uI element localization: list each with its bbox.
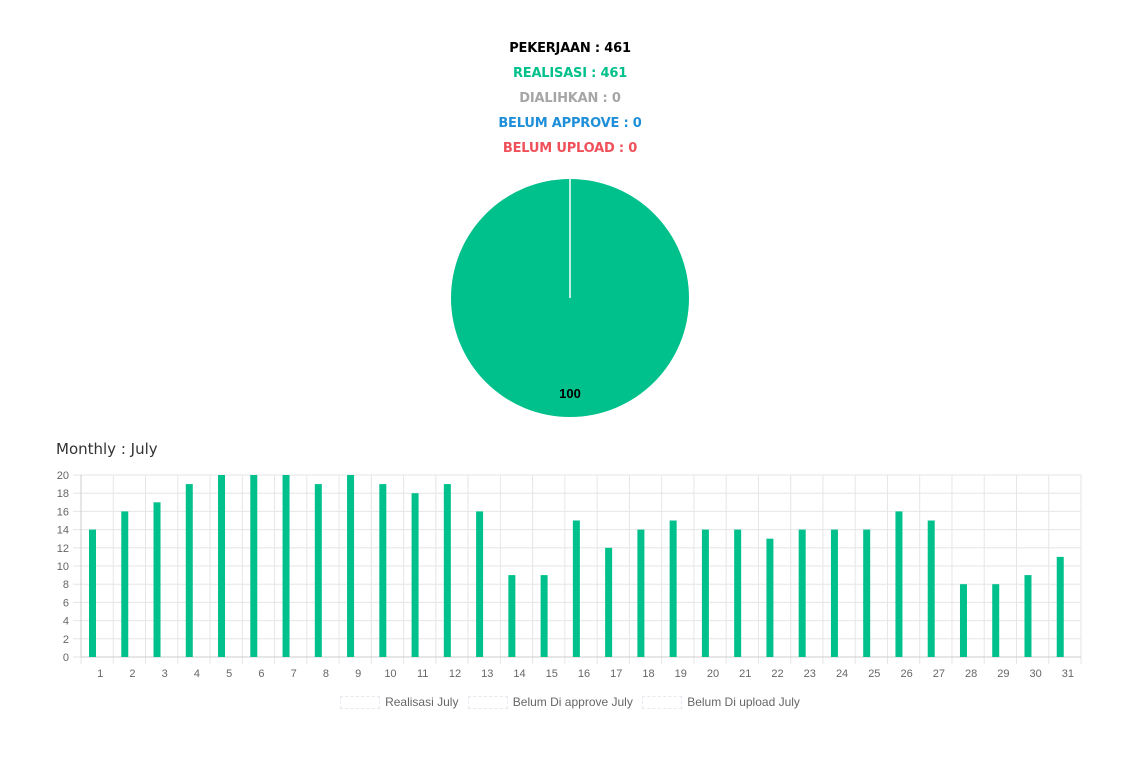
x-tick-label: 11 bbox=[417, 668, 428, 680]
bar-realisasi-24[interactable] bbox=[830, 529, 838, 657]
bar-realisasi-2[interactable] bbox=[121, 511, 129, 657]
y-tick-label: 14 bbox=[57, 525, 69, 537]
legend-swatch-belum-upload bbox=[642, 695, 683, 709]
chart-legend: Realisasi July Belum Di approve July Bel… bbox=[0, 695, 1140, 712]
legend-label-realisasi: Realisasi July bbox=[385, 695, 459, 709]
x-tick-label: 17 bbox=[610, 668, 622, 680]
y-tick-label: 0 bbox=[63, 652, 69, 664]
belum-approve-total: BELUM APPROVE : 0 bbox=[498, 116, 642, 131]
bar-realisasi-18[interactable] bbox=[637, 529, 645, 657]
bar-realisasi-13[interactable] bbox=[476, 511, 484, 657]
pie-data-label: 100 bbox=[559, 386, 581, 401]
bar-realisasi-25[interactable] bbox=[863, 529, 871, 657]
bar-realisasi-21[interactable] bbox=[734, 529, 742, 657]
bar-realisasi-12[interactable] bbox=[443, 484, 451, 657]
legend-item-belum-approve[interactable]: Belum Di approve July bbox=[467, 695, 633, 709]
x-tick-label: 18 bbox=[642, 668, 654, 680]
x-tick-label: 6 bbox=[258, 668, 264, 680]
bar-realisasi-10[interactable] bbox=[379, 484, 387, 657]
y-tick-label: 10 bbox=[57, 561, 69, 573]
bar-realisasi-6[interactable] bbox=[250, 475, 258, 657]
x-tick-label: 19 bbox=[675, 668, 687, 680]
dialihkan-total: DIALIHKAN : 0 bbox=[519, 91, 621, 106]
bar-realisasi-7[interactable] bbox=[282, 475, 290, 657]
summary-block: PEKERJAAN : 461 REALISASI : 461 DIALIHKA… bbox=[0, 36, 1140, 161]
bar-realisasi-23[interactable] bbox=[798, 529, 806, 657]
y-tick-label: 6 bbox=[63, 597, 69, 609]
x-tick-label: 20 bbox=[707, 668, 719, 680]
bar-realisasi-31[interactable] bbox=[1056, 556, 1064, 657]
y-tick-label: 18 bbox=[57, 488, 69, 500]
x-tick-label: 30 bbox=[1029, 668, 1041, 680]
y-tick-label: 8 bbox=[63, 579, 69, 591]
y-tick-label: 20 bbox=[57, 470, 69, 482]
bar-realisasi-29[interactable] bbox=[992, 584, 1000, 657]
x-tick-label: 27 bbox=[933, 668, 945, 680]
bar-realisasi-8[interactable] bbox=[314, 484, 322, 657]
monthly-title: Monthly : July bbox=[56, 440, 158, 458]
x-tick-label: 23 bbox=[804, 668, 816, 680]
bar-realisasi-3[interactable] bbox=[153, 502, 161, 657]
bar-realisasi-14[interactable] bbox=[508, 575, 516, 657]
realisasi-total: REALISASI : 461 bbox=[512, 66, 628, 81]
legend-label-belum-upload: Belum Di upload July bbox=[687, 695, 800, 709]
bar-realisasi-28[interactable] bbox=[959, 584, 967, 657]
x-tick-label: 2 bbox=[129, 668, 135, 680]
x-tick-label: 28 bbox=[965, 668, 977, 680]
x-tick-label: 13 bbox=[481, 668, 493, 680]
y-tick-label: 2 bbox=[63, 634, 69, 646]
pie-chart: 100 bbox=[451, 179, 689, 417]
x-tick-label: 15 bbox=[546, 668, 558, 680]
x-tick-label: 22 bbox=[771, 668, 783, 680]
legend-item-belum-upload[interactable]: Belum Di upload July bbox=[642, 695, 800, 709]
x-tick-label: 4 bbox=[194, 668, 200, 680]
belum-upload-total: BELUM UPLOAD : 0 bbox=[502, 141, 638, 156]
bar-realisasi-17[interactable] bbox=[605, 547, 613, 657]
x-tick-label: 31 bbox=[1062, 668, 1074, 680]
bar-realisasi-30[interactable] bbox=[1024, 575, 1032, 657]
bar-realisasi-26[interactable] bbox=[895, 511, 903, 657]
bar-realisasi-9[interactable] bbox=[347, 475, 355, 657]
bar-realisasi-4[interactable] bbox=[185, 484, 193, 657]
bar-realisasi-16[interactable] bbox=[572, 520, 580, 658]
bar-realisasi-5[interactable] bbox=[218, 475, 226, 657]
bar-realisasi-1[interactable] bbox=[89, 529, 96, 657]
x-tick-label: 9 bbox=[355, 668, 361, 680]
bar-realisasi-11[interactable] bbox=[411, 493, 419, 657]
y-tick-label: 16 bbox=[57, 506, 69, 518]
bar-realisasi-27[interactable] bbox=[927, 520, 935, 658]
x-tick-label: 12 bbox=[449, 668, 461, 680]
x-tick-label: 8 bbox=[323, 668, 329, 680]
x-tick-label: 25 bbox=[868, 668, 880, 680]
x-tick-label: 7 bbox=[291, 668, 297, 680]
x-tick-label: 3 bbox=[162, 668, 168, 680]
bar-realisasi-22[interactable] bbox=[766, 538, 774, 657]
x-tick-label: 14 bbox=[513, 668, 525, 680]
x-tick-label: 10 bbox=[384, 668, 396, 680]
bar-realisasi-20[interactable] bbox=[701, 529, 709, 657]
y-tick-label: 4 bbox=[63, 616, 69, 628]
x-tick-label: 1 bbox=[97, 668, 103, 680]
legend-item-realisasi[interactable]: Realisasi July bbox=[340, 695, 458, 709]
x-tick-label: 5 bbox=[226, 668, 232, 680]
x-tick-label: 16 bbox=[578, 668, 590, 680]
x-tick-label: 24 bbox=[836, 668, 848, 680]
y-tick-label: 12 bbox=[57, 543, 69, 555]
bar-realisasi-19[interactable] bbox=[669, 520, 677, 658]
bar-realisasi-15[interactable] bbox=[540, 575, 548, 657]
pekerjaan-total: PEKERJAAN : 461 bbox=[509, 41, 631, 56]
x-tick-label: 26 bbox=[900, 668, 912, 680]
legend-swatch-realisasi bbox=[340, 695, 381, 709]
legend-label-belum-approve: Belum Di approve July bbox=[512, 695, 633, 709]
x-tick-label: 29 bbox=[997, 668, 1009, 680]
x-tick-label: 21 bbox=[739, 668, 751, 680]
legend-swatch-belum-approve bbox=[467, 695, 508, 709]
